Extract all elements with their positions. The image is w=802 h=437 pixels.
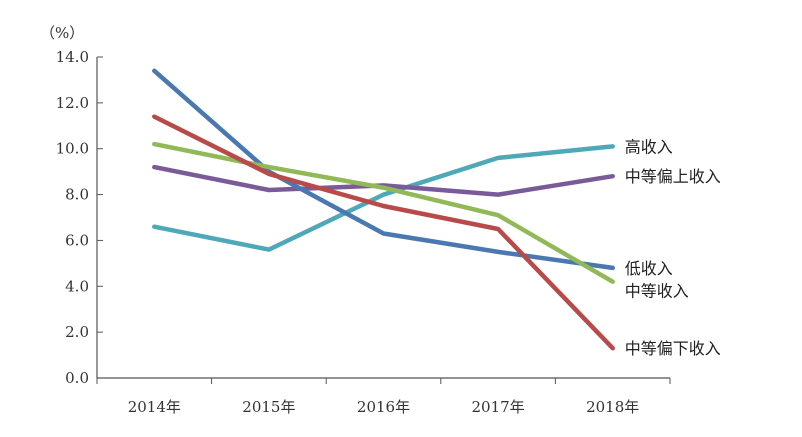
series-lines (152, 68, 615, 351)
series-line-4 (152, 114, 615, 351)
y-tick-label: 10.0 (56, 140, 89, 158)
y-tick-label: 8.0 (65, 186, 89, 204)
series-label-4: 中等偏下收入 (625, 339, 721, 358)
y-tick-label: 14.0 (56, 48, 89, 66)
series-label-1: 中等偏上收入 (625, 167, 721, 186)
series-line-2 (152, 68, 615, 271)
y-tick-label: 2.0 (65, 323, 89, 341)
x-tick-label: 2018年 (586, 398, 639, 416)
y-tick-label: 6.0 (65, 231, 89, 249)
axes: 0.0 2.0 4.0 6.0 8.0 10.0 12.0 14.0 2014年 2015年 201… (56, 48, 671, 416)
x-tick-label: 2014年 (128, 398, 181, 416)
x-tick-label: 2016年 (357, 398, 410, 416)
y-tick-label: 12.0 (56, 94, 89, 112)
y-tick-label: 4.0 (65, 277, 89, 295)
series-label-0: 高收入 (625, 137, 673, 156)
x-tick-label: 2017年 (472, 398, 525, 416)
y-tick-label: 0.0 (65, 369, 89, 387)
y-unit-label: （%） (40, 24, 84, 42)
series-label-2: 低收入 (625, 259, 673, 278)
series-label-3: 中等收入 (625, 282, 689, 301)
series-line-0 (152, 144, 615, 252)
series-line-1 (152, 164, 615, 197)
x-tick-label: 2015年 (242, 398, 295, 416)
series-line-3 (152, 141, 615, 284)
